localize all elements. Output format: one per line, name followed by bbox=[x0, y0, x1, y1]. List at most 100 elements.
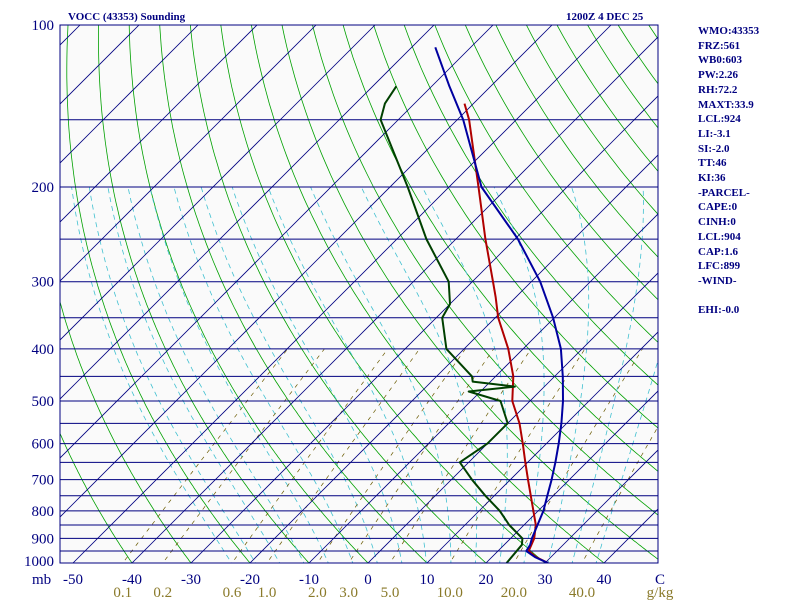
isotherm-line bbox=[367, 272, 658, 563]
plot-area bbox=[60, 25, 658, 563]
isotherm-line bbox=[485, 390, 658, 563]
stability-index-line: CAP:1.6 bbox=[698, 245, 739, 258]
mixing-ratio-tick-label: 40.0 bbox=[569, 585, 595, 600]
isotherm-line bbox=[72, 25, 612, 563]
stability-index-line: LFC:899 bbox=[698, 260, 741, 273]
pressure-tick-label: 100 bbox=[32, 18, 55, 34]
pressure-tick-label: 700 bbox=[32, 473, 55, 489]
mixing-ratio-tick-label: 3.0 bbox=[339, 585, 358, 600]
moist-adiabat-line bbox=[88, 186, 256, 563]
mixing-ratio-tick-label: 2.0 bbox=[308, 585, 327, 600]
mixing-ratio-line bbox=[389, 348, 532, 563]
stability-index-line: LCL:904 bbox=[698, 230, 741, 243]
pressure-tick-label: 900 bbox=[32, 531, 55, 547]
mixing-ratio-tick-label: 10.0 bbox=[437, 585, 463, 600]
moist-adiabat-line bbox=[149, 186, 329, 563]
stability-index-line: LI:-3.1 bbox=[698, 127, 731, 140]
mixing-ratio-line bbox=[162, 348, 325, 563]
mixing-ratio-line bbox=[348, 348, 494, 563]
moist-adiabat-line bbox=[595, 359, 658, 563]
stability-index-line: CAPE:0 bbox=[698, 201, 738, 214]
stability-index-line: -PARCEL- bbox=[698, 186, 750, 199]
mixing-ratio-tick-label: 0.2 bbox=[153, 585, 172, 600]
dry-adiabat-line bbox=[60, 300, 192, 563]
stability-index-line: WB0:603 bbox=[698, 54, 742, 67]
pressure-tick-label: 800 bbox=[32, 504, 55, 520]
stability-index-line: LCL:924 bbox=[698, 113, 741, 126]
stability-index-line: TT:46 bbox=[698, 157, 727, 170]
mixing-ratio-line bbox=[449, 348, 586, 563]
moist-adiabat-line bbox=[493, 186, 545, 563]
moist-adiabat-line bbox=[71, 186, 232, 563]
temperature-tick-label: 0 bbox=[364, 572, 372, 588]
isotherm-line bbox=[60, 25, 376, 341]
moist-adiabat-line bbox=[267, 186, 427, 563]
isotherm-line bbox=[308, 213, 658, 563]
isotherm-line bbox=[544, 449, 658, 563]
temperature-profile-line bbox=[463, 103, 549, 563]
moist-adiabat-line bbox=[127, 186, 305, 563]
stability-index-line: SI:-2.0 bbox=[698, 142, 730, 155]
stability-index-line: EHI:-0.0 bbox=[698, 304, 740, 317]
pressure-axis-label: mb bbox=[32, 572, 51, 588]
isotherm-line bbox=[426, 331, 658, 563]
temperature-tick-label: -20 bbox=[240, 572, 260, 588]
temperature-tick-label: 10 bbox=[420, 572, 435, 588]
mixing-ratio-line bbox=[266, 348, 420, 563]
isotherm-line bbox=[60, 25, 553, 518]
pressure-tick-label: 600 bbox=[32, 437, 55, 453]
moist-adiabat-line bbox=[173, 186, 354, 563]
station-title: VOCC (43353) Sounding bbox=[68, 11, 186, 23]
mixing-ratio-tick-label: 1.0 bbox=[258, 585, 277, 600]
moist-adiabat-line bbox=[231, 186, 403, 563]
stability-index-line: PW:2.26 bbox=[698, 69, 739, 82]
moist-adiabat-line bbox=[421, 186, 508, 563]
isotherm-line bbox=[60, 25, 140, 105]
mixing-ratio-line bbox=[581, 425, 658, 563]
plot-frame bbox=[59, 24, 659, 564]
dry-adiabat-line bbox=[60, 432, 133, 563]
isotherm-line bbox=[249, 154, 658, 563]
pressure-tick-label: 500 bbox=[32, 394, 55, 410]
mixing-ratio-line bbox=[513, 348, 643, 563]
stability-index-line: MAXT:33.9 bbox=[698, 98, 754, 111]
stability-index-line: FRZ:561 bbox=[698, 39, 741, 52]
pressure-tick-label: 400 bbox=[32, 342, 55, 358]
grid-lines bbox=[60, 25, 658, 563]
mixing-ratio-line bbox=[122, 348, 288, 563]
moist-adiabat-line bbox=[107, 186, 281, 563]
pressure-tick-label: 300 bbox=[32, 275, 55, 291]
mixing-ratio-tick-label: 0.6 bbox=[223, 585, 242, 600]
mixing-ratio-tick-label: 0.1 bbox=[113, 585, 132, 600]
isotherm-line bbox=[60, 25, 494, 459]
mixing-ratio-line bbox=[316, 348, 466, 563]
temperature-axis-label: C bbox=[655, 572, 665, 588]
isotherm-line bbox=[60, 25, 199, 164]
pressure-tick-label: 1000 bbox=[24, 554, 54, 570]
sounding-profiles bbox=[379, 46, 564, 563]
isotherm-line bbox=[131, 36, 658, 563]
temperature-tick-label: -10 bbox=[299, 572, 319, 588]
temperature-tick-label: 20 bbox=[479, 572, 494, 588]
temperature-tick-label: 30 bbox=[538, 572, 553, 588]
temperature-tick-label: -30 bbox=[181, 572, 201, 588]
mixing-ratio-tick-label: 5.0 bbox=[381, 585, 400, 600]
temperature-tick-label: -40 bbox=[122, 572, 142, 588]
temperature-tick-label: 40 bbox=[597, 572, 612, 588]
stability-index-line: -WIND- bbox=[698, 274, 737, 287]
mixing-ratio-axis-label: g/kg bbox=[647, 585, 674, 600]
stability-index-line: RH:72.2 bbox=[698, 83, 738, 96]
stability-indices-panel: WMO:43353 FRZ:561 WB0:603 PW:2.26 RH:72.2 MAX… bbox=[698, 24, 798, 318]
parcel-profile-line bbox=[434, 46, 564, 563]
stability-index-line bbox=[698, 289, 798, 304]
sounding-time: 1200Z 4 DEC 25 bbox=[566, 11, 644, 23]
isotherm-line bbox=[60, 25, 435, 400]
isotherm-line bbox=[60, 25, 317, 282]
pressure-tick-label: 200 bbox=[32, 180, 55, 196]
temperature-tick-label: -50 bbox=[63, 572, 83, 588]
dewpoint-profile-line bbox=[379, 85, 524, 563]
mixing-ratio-line bbox=[231, 348, 389, 563]
stability-index-line: KI:36 bbox=[698, 172, 726, 185]
